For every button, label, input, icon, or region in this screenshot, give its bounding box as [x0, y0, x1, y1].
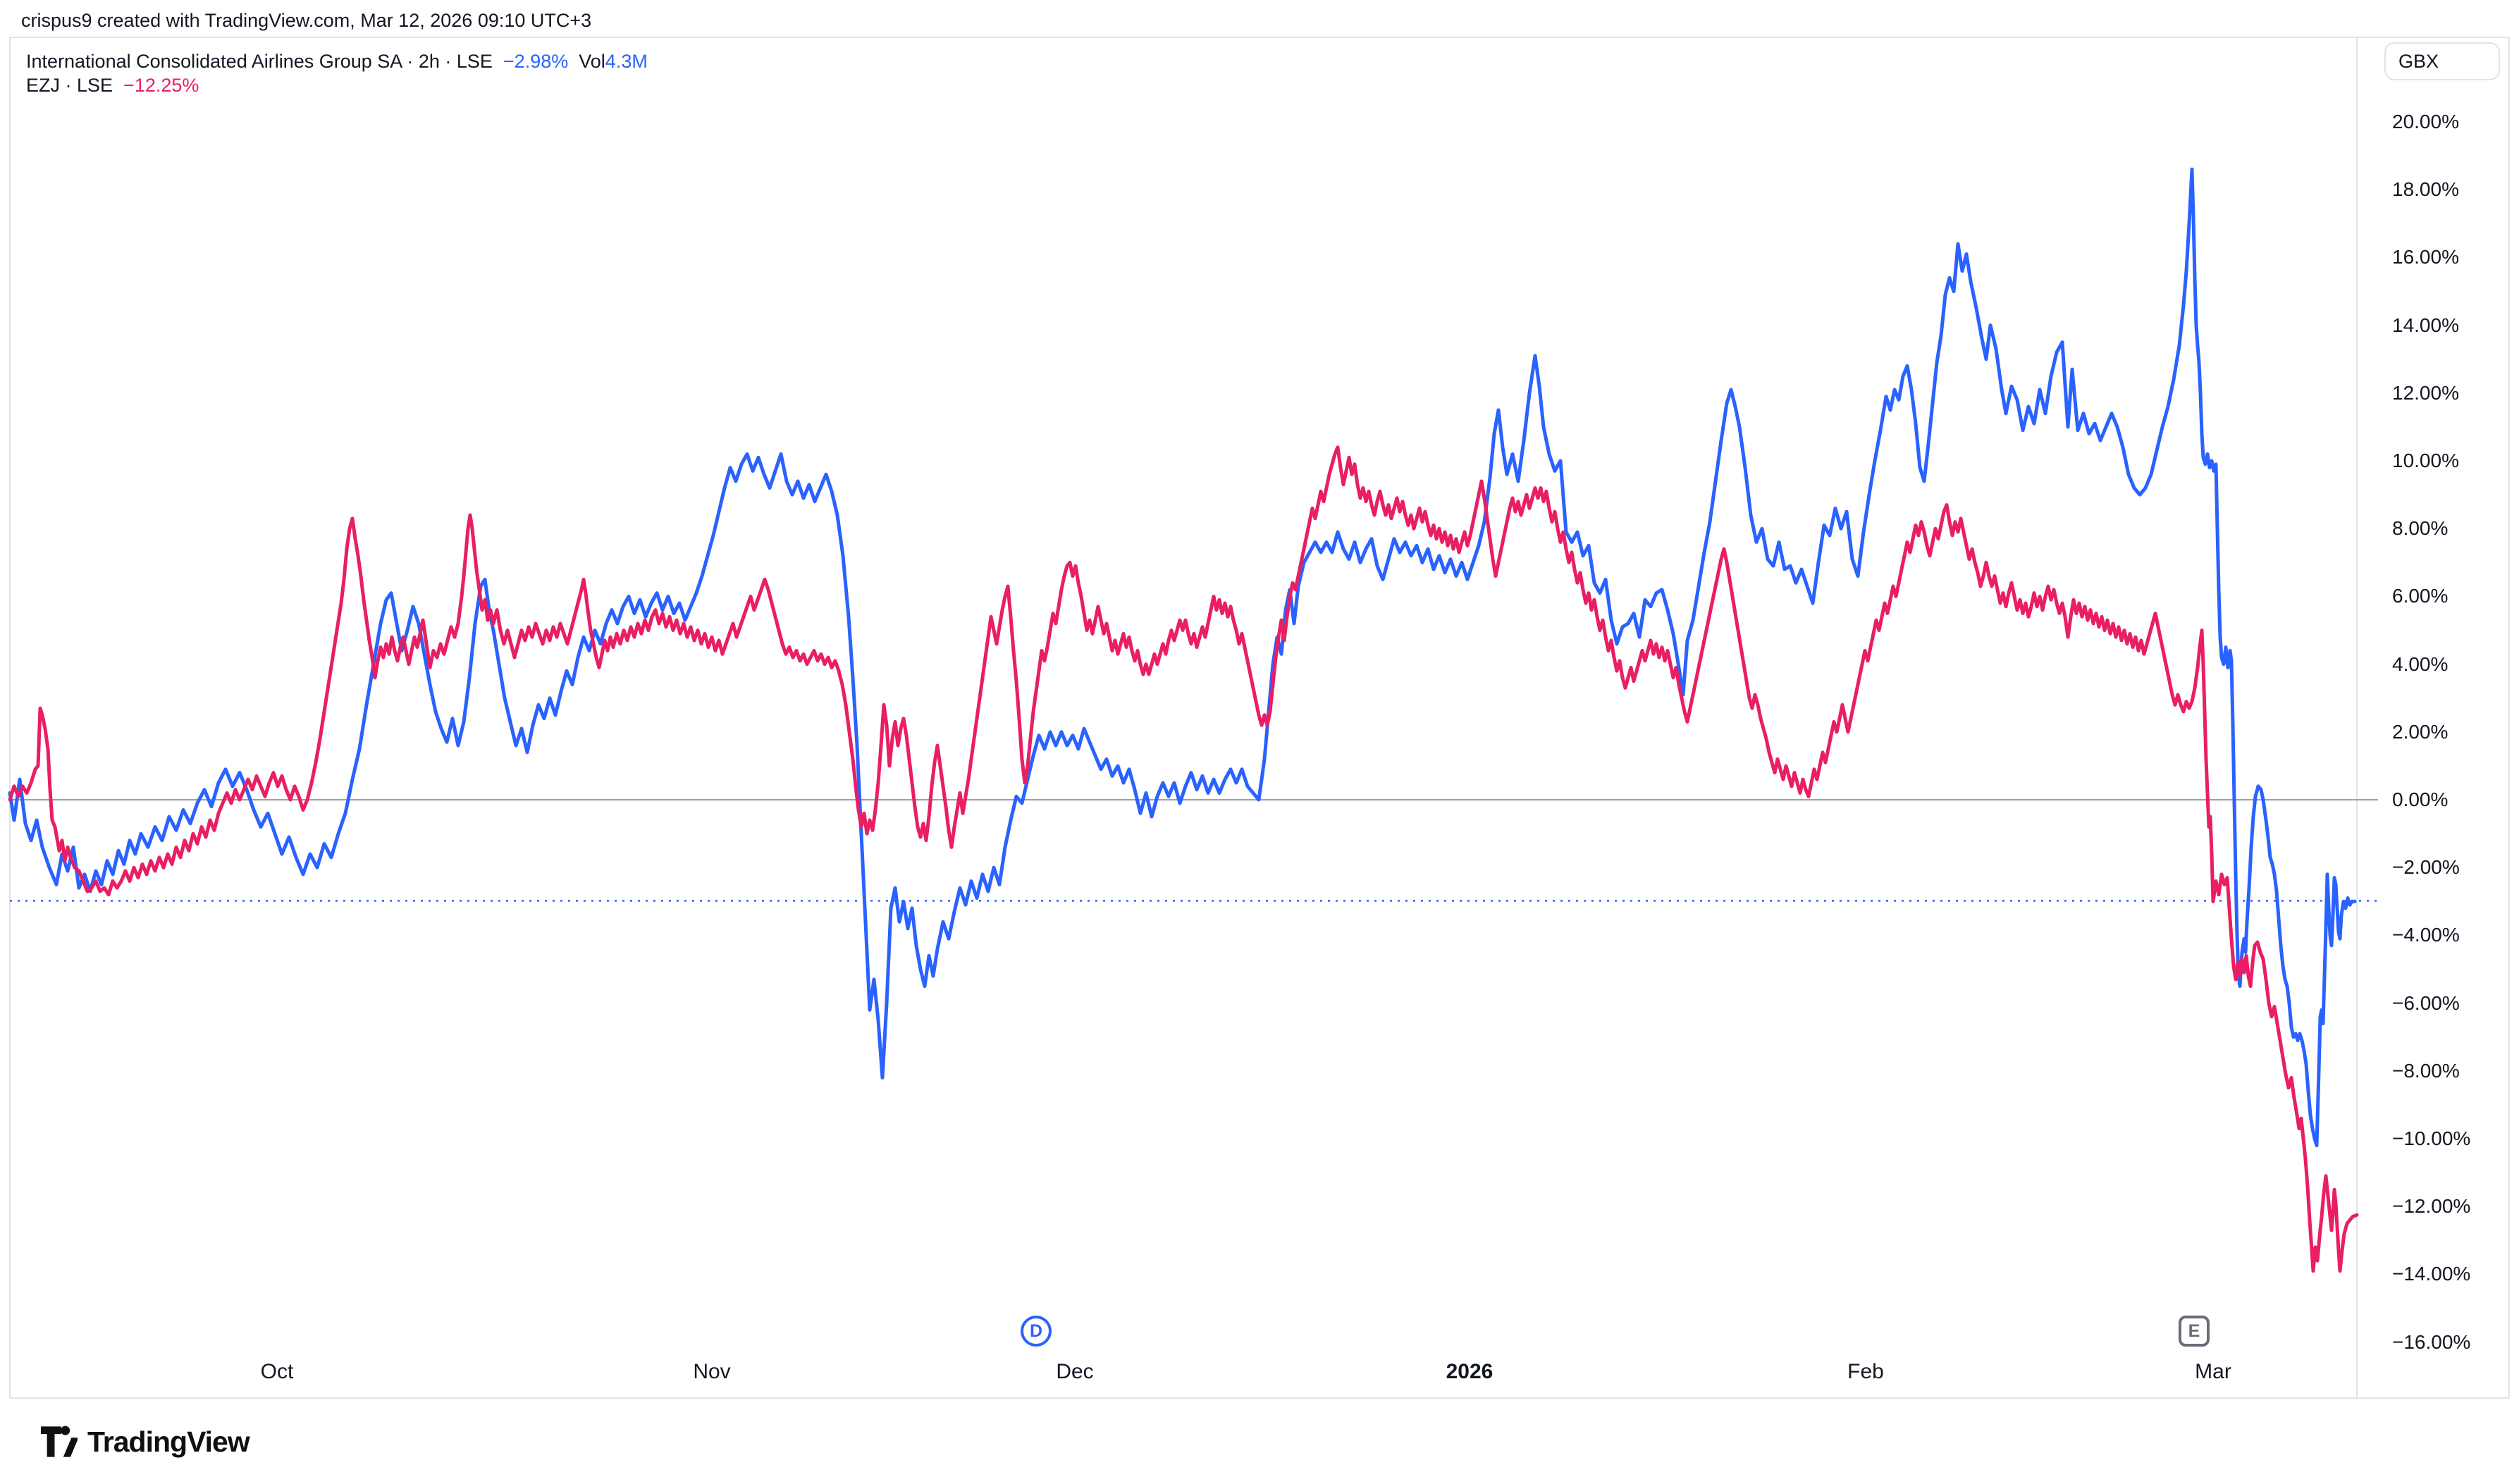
price-tick-label: −4.00% — [2392, 924, 2460, 946]
time-tick-label: Oct — [260, 1360, 294, 1383]
price-tick-label: 16.00% — [2392, 246, 2459, 268]
volume-label: Vol — [579, 51, 605, 72]
compare-symbol-title: EZJ · LSE — [26, 75, 113, 96]
earnings-marker-icon[interactable]: E — [2179, 1316, 2210, 1347]
dividend-marker-icon[interactable]: D — [1021, 1316, 1052, 1347]
attribution-text: crispus9 created with TradingView.com, M… — [21, 10, 592, 31]
price-tick-label: −14.00% — [2392, 1263, 2471, 1285]
price-tick-label: −2.00% — [2392, 856, 2460, 879]
time-tick-label: Nov — [693, 1360, 731, 1383]
legend-row-main-symbol[interactable]: International Consolidated Airlines Grou… — [26, 49, 648, 73]
price-tick-label: 10.00% — [2392, 450, 2459, 471]
main-symbol-title: International Consolidated Airlines Grou… — [26, 51, 493, 72]
main-series-line — [8, 167, 2357, 1148]
price-tick-label: 2.00% — [2392, 720, 2449, 743]
time-tick-label: 2026 — [1446, 1360, 1493, 1383]
time-tick-label: Feb — [1847, 1360, 1884, 1383]
volume-value: 4.3M — [605, 51, 648, 72]
chart-legend: International Consolidated Airlines Grou… — [26, 49, 648, 97]
currency-unit-button[interactable]: GBX — [2384, 42, 2500, 80]
currency-unit-label: GBX — [2398, 50, 2439, 72]
price-tick-label: −6.00% — [2392, 991, 2460, 1014]
price-tick-label: −12.00% — [2392, 1195, 2471, 1218]
price-tick-label: 20.00% — [2392, 111, 2459, 132]
price-tick-label: −8.00% — [2392, 1059, 2460, 1082]
main-symbol-change: −2.98% — [503, 51, 569, 72]
legend-row-compare-symbol[interactable]: EZJ · LSE −12.25% — [26, 73, 648, 97]
price-tick-label: 8.00% — [2392, 517, 2449, 540]
tradingview-logo-icon — [41, 1426, 78, 1457]
compare-series-line — [8, 445, 2359, 1273]
price-tick-label: 12.00% — [2392, 381, 2459, 404]
tradingview-logo-text: TradingView — [87, 1425, 250, 1458]
price-tick-label: 18.00% — [2392, 178, 2459, 201]
price-tick-label: −10.00% — [2392, 1127, 2471, 1149]
compare-symbol-change: −12.25% — [123, 75, 199, 96]
price-tick-label: −16.00% — [2392, 1330, 2471, 1353]
tradingview-logo[interactable]: TradingView — [41, 1425, 250, 1459]
time-tick-label: Mar — [2195, 1360, 2231, 1383]
price-tick-label: 4.00% — [2392, 653, 2449, 675]
price-tick-label: 0.00% — [2392, 789, 2449, 810]
price-tick-label: 14.00% — [2392, 314, 2459, 336]
time-tick-label: Dec — [1056, 1360, 1094, 1383]
price-tick-label: 6.00% — [2392, 585, 2449, 607]
